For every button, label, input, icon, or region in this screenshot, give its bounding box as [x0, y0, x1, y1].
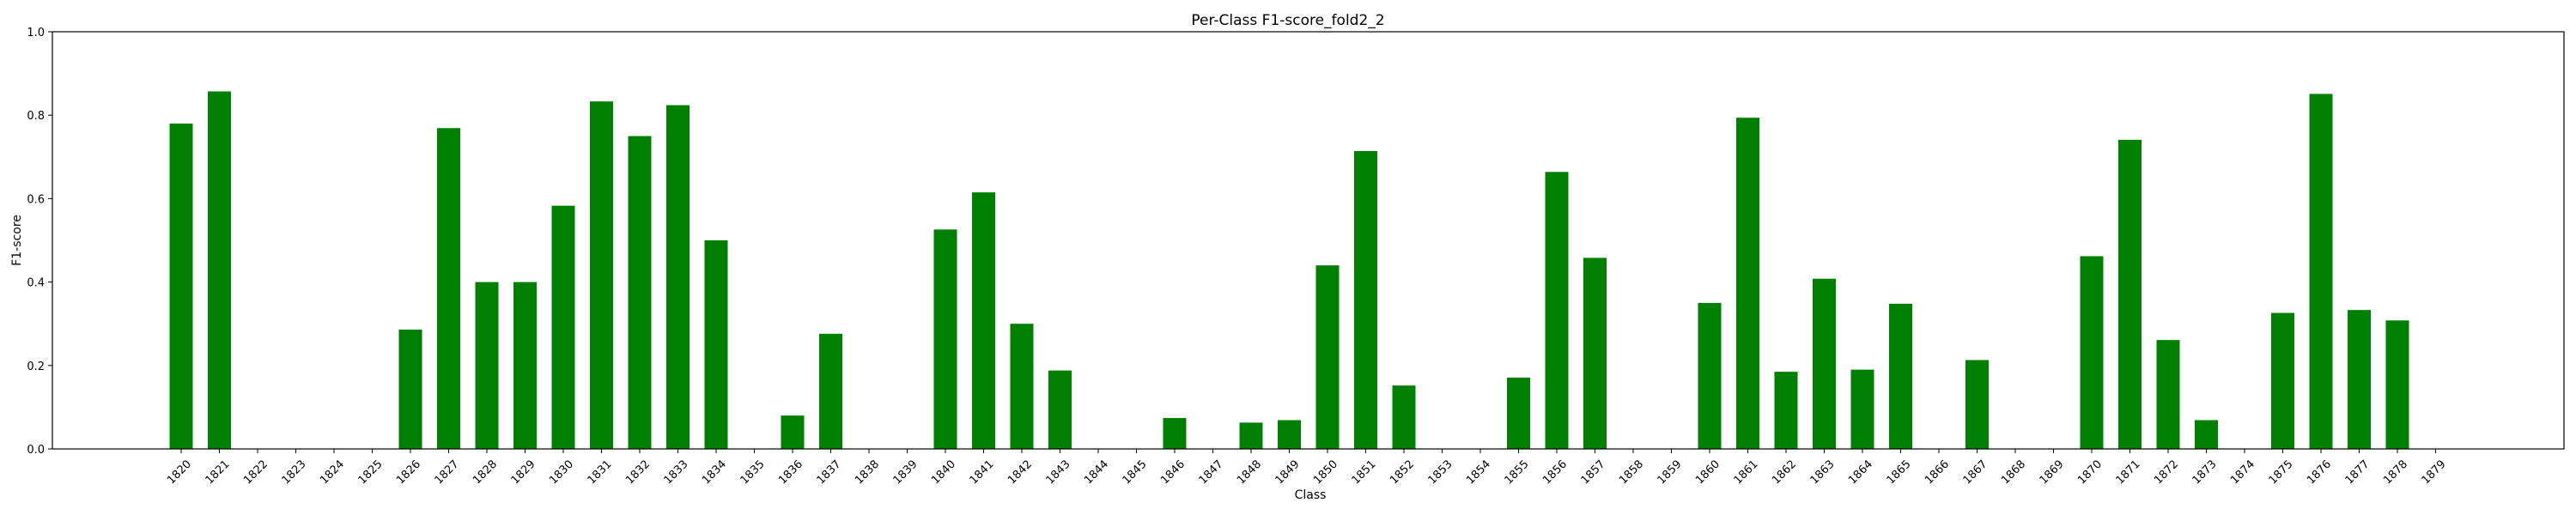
bar-1871 — [2118, 139, 2142, 449]
bar-1837 — [819, 333, 842, 449]
y-tick-label: 0.6 — [27, 193, 45, 206]
chart-title: Per-Class F1-score_fold2_2 — [1191, 12, 1384, 29]
bar-1857 — [1583, 258, 1607, 449]
bar-1852 — [1392, 385, 1416, 449]
plot-frame — [52, 31, 2565, 450]
bar-1826 — [398, 330, 422, 449]
bar-1828 — [475, 282, 499, 449]
bar-1863 — [1813, 278, 1836, 449]
bar-1867 — [1965, 360, 1989, 449]
x-axis-label: Class — [1295, 488, 1327, 502]
bar-1829 — [513, 282, 537, 449]
bar-1875 — [2271, 312, 2294, 449]
bar-1834 — [704, 240, 728, 449]
bar-1876 — [2309, 94, 2333, 449]
y-tick-label: 0.8 — [27, 110, 45, 123]
y-tick-label: 0.0 — [27, 444, 45, 457]
bar-1832 — [628, 136, 652, 449]
bar-1877 — [2348, 310, 2371, 449]
bar-1872 — [2156, 340, 2180, 449]
y-tick-label: 0.4 — [27, 277, 45, 290]
bar-1851 — [1354, 151, 1377, 449]
bar-1856 — [1545, 172, 1569, 450]
bar-1840 — [933, 229, 957, 449]
bar-1864 — [1850, 369, 1874, 449]
bar-1861 — [1736, 118, 1759, 449]
bar-1849 — [1278, 420, 1301, 449]
bar-1842 — [1010, 324, 1034, 449]
y-axis-label: F1-score — [10, 215, 24, 266]
bar-1827 — [437, 128, 460, 449]
bar-1846 — [1163, 418, 1187, 449]
bar-1820 — [169, 123, 193, 450]
bar-1850 — [1315, 265, 1340, 449]
bar-1836 — [781, 415, 805, 449]
bar-1860 — [1698, 302, 1722, 449]
bar-1821 — [208, 91, 231, 449]
bar-1873 — [2195, 420, 2218, 449]
bar-1862 — [1774, 372, 1798, 449]
bar-1833 — [666, 105, 690, 449]
bar-1848 — [1239, 422, 1263, 449]
y-axis-ticks: 0.0 0.2 0.4 0.6 0.8 1.0 — [27, 27, 52, 457]
y-tick-label: 0.2 — [27, 360, 45, 373]
bar-1878 — [2385, 320, 2409, 449]
bar-1841 — [972, 192, 995, 450]
bar-1830 — [551, 205, 575, 449]
bar-1870 — [2080, 256, 2104, 449]
bars-group — [169, 91, 2409, 450]
y-tick-label: 1.0 — [27, 27, 45, 39]
bar-1855 — [1507, 377, 1530, 449]
bar-1865 — [1889, 303, 1912, 449]
bar-1843 — [1048, 370, 1072, 449]
bar-1831 — [590, 101, 613, 449]
